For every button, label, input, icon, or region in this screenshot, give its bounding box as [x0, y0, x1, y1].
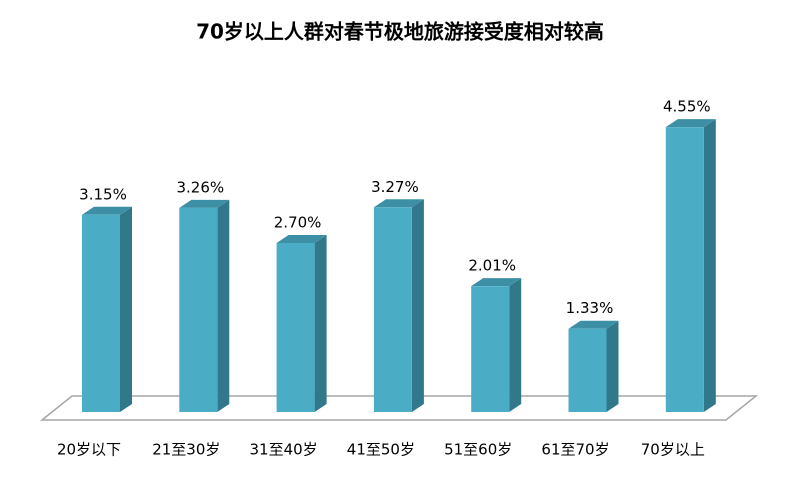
bar-side [314, 234, 327, 412]
bar [179, 207, 218, 412]
bar [82, 214, 120, 412]
bar [373, 207, 412, 412]
x-tick-label: 41至50岁 [347, 441, 415, 459]
value-label: 4.55% [663, 98, 711, 116]
bar-side [606, 320, 619, 412]
value-label: 3.27% [371, 178, 419, 196]
bar-side [217, 199, 230, 412]
value-label: 2.70% [274, 213, 322, 231]
bar-side [703, 119, 716, 413]
bar-top [82, 206, 132, 215]
bar-side [120, 206, 132, 412]
bar [276, 242, 315, 412]
x-tick-label: 31至40岁 [250, 441, 318, 459]
value-label: 1.33% [566, 299, 614, 317]
value-label: 2.01% [468, 257, 516, 275]
bar-side [411, 199, 424, 412]
x-tick-label: 21至30岁 [152, 441, 220, 459]
x-tick-label: 51至60岁 [444, 441, 512, 459]
value-label: 3.26% [176, 178, 224, 196]
value-label: 3.15% [79, 185, 127, 203]
bar-top [665, 119, 716, 128]
x-tick-label: 70岁以上 [641, 441, 705, 459]
x-tick-label: 20岁以下 [57, 441, 121, 459]
bar-top [373, 199, 424, 208]
bar-top [179, 199, 230, 208]
x-tick-label: 61至70岁 [541, 441, 609, 459]
bar [665, 127, 704, 413]
bar [568, 328, 607, 412]
bar-top [568, 320, 619, 329]
bar-side [509, 278, 522, 412]
chart-title: 70岁以上人群对春节极地旅游接受度相对较高 [196, 20, 604, 44]
bar [471, 286, 510, 412]
bar-top [471, 278, 522, 287]
bar-top [276, 234, 327, 243]
